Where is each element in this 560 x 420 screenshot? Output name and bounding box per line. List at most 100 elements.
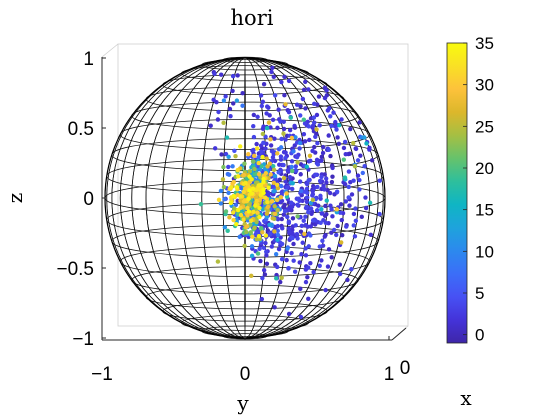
data-point [270,216,275,221]
data-point [262,272,268,277]
data-point [306,87,311,92]
data-point [222,225,228,230]
data-point [357,187,362,192]
data-point [324,180,329,185]
data-point [238,212,244,218]
data-point [263,233,269,238]
data-point [269,244,275,249]
data-point [260,154,265,160]
data-point [321,185,326,191]
data-point [267,161,273,166]
data-point [264,111,269,116]
data-point [314,157,320,162]
data-point [290,235,295,241]
data-point [289,168,295,174]
data-point [289,135,295,141]
data-point [303,214,308,219]
data-point [216,109,221,115]
data-point [253,231,259,236]
data-point [369,158,375,163]
colorbar-tick-label: 10 [475,242,494,261]
data-point [251,209,256,215]
data-point [218,201,224,206]
data-point [221,120,226,126]
data-point [261,180,266,185]
data-point [248,218,254,223]
data-point [284,257,289,263]
colorbar-gradient [446,42,468,344]
colorbar-tick-label: 15 [475,201,494,220]
data-point [226,164,231,170]
data-point [223,151,229,157]
data-point [316,94,322,99]
data-point [357,120,362,125]
data-point [308,206,314,211]
y-tick-label: 0 [240,364,251,385]
data-point [300,96,306,102]
data-point [218,72,224,77]
data-point [278,145,284,150]
data-point [297,260,302,265]
data-point [320,243,326,248]
data-point [346,184,351,190]
data-point [258,182,264,188]
data-point [311,269,316,275]
data-point [236,174,241,179]
data-point [270,117,276,122]
data-point [274,197,280,203]
data-point [279,79,284,85]
data-point [291,258,296,263]
data-point [348,179,353,185]
data-point [297,146,302,151]
data-point [298,172,303,177]
data-point [298,113,303,118]
data-point [292,269,298,274]
data-point [257,214,262,220]
data-point [276,246,282,252]
data-point [290,216,296,221]
data-point [326,133,331,138]
data-point [247,188,252,193]
data-point [241,217,246,222]
data-point [230,164,235,169]
data-point [301,132,307,137]
axis-ticks: 10.50−0.5−1−1 0 1 0 [56,49,410,385]
data-point [242,161,247,166]
data-point [261,190,266,196]
data-point [260,99,266,105]
data-point [263,171,269,176]
data-point [271,167,277,173]
data-point [228,185,234,190]
data-point [332,123,338,129]
data-point [362,135,367,140]
data-point [315,140,320,146]
data-point [334,232,339,238]
data-point [275,237,280,242]
data-point [304,190,310,196]
data-point [295,236,300,241]
data-point [269,149,275,154]
data-point [297,179,303,184]
data-point [240,91,245,96]
data-point [212,71,217,77]
data-point [266,191,272,197]
data-point [305,274,310,280]
data-point [275,228,280,234]
data-point [367,147,372,152]
data-point [241,189,246,195]
data-point [275,185,281,191]
data-point [282,74,287,80]
data-point [324,88,329,93]
data-point [257,205,262,211]
data-point [300,240,305,245]
data-point [275,151,280,156]
data-point [298,286,303,292]
data-point [319,258,324,263]
data-point [263,134,268,139]
data-point [290,231,295,236]
data-point [260,131,266,137]
latitude-line [119,246,371,277]
scatter-points [198,65,382,320]
data-point [249,273,254,278]
data-point [317,123,322,128]
